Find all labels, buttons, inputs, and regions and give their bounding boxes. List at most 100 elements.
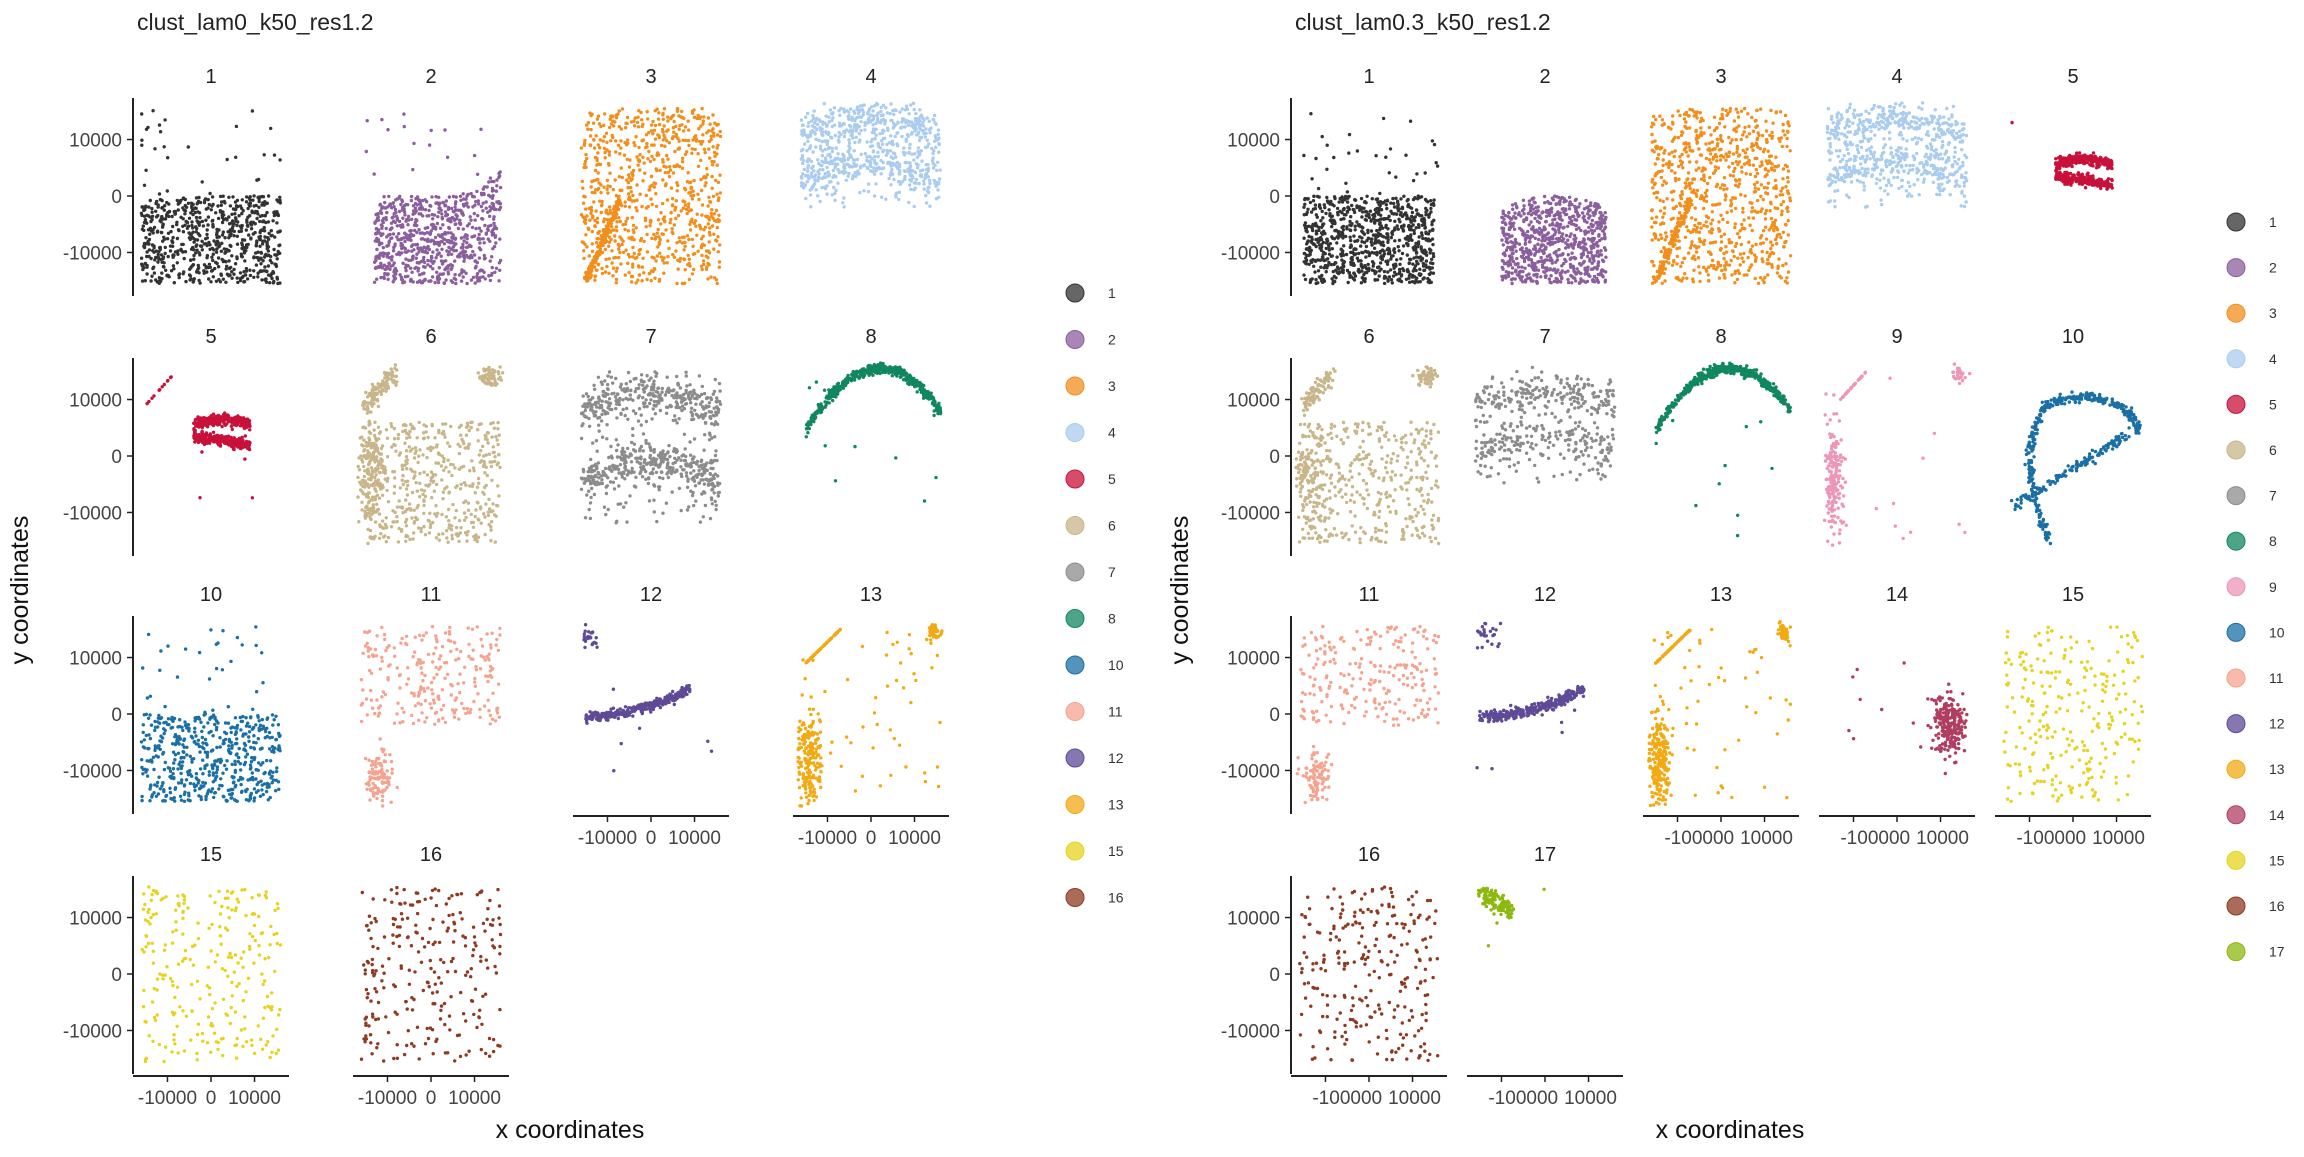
data-point bbox=[224, 281, 227, 284]
data-point bbox=[393, 476, 396, 479]
data-point bbox=[617, 216, 620, 219]
data-point bbox=[930, 147, 933, 150]
data-point bbox=[169, 249, 172, 252]
data-point bbox=[718, 174, 721, 177]
data-point bbox=[853, 141, 856, 144]
data-point bbox=[936, 161, 939, 164]
data-point bbox=[145, 128, 148, 131]
data-point bbox=[452, 245, 455, 248]
data-point bbox=[405, 436, 408, 439]
data-point bbox=[241, 238, 244, 241]
data-point bbox=[208, 192, 211, 195]
data-point bbox=[862, 189, 865, 192]
data-point bbox=[681, 157, 684, 160]
data-point bbox=[170, 375, 173, 378]
data-point bbox=[938, 177, 941, 180]
data-point bbox=[450, 266, 453, 269]
data-point bbox=[182, 230, 185, 233]
data-point bbox=[220, 242, 223, 245]
data-point bbox=[497, 494, 500, 497]
data-point bbox=[198, 221, 201, 224]
data-point bbox=[624, 205, 627, 208]
data-point bbox=[831, 111, 834, 114]
data-point bbox=[403, 213, 406, 216]
data-point bbox=[153, 147, 156, 150]
data-point bbox=[640, 279, 643, 282]
data-point bbox=[848, 130, 851, 133]
data-point bbox=[581, 405, 584, 408]
data-point bbox=[600, 478, 603, 481]
data-point bbox=[278, 196, 281, 199]
facet-label: 1 bbox=[205, 66, 216, 88]
data-point bbox=[631, 194, 634, 197]
data-point bbox=[263, 235, 266, 238]
data-point bbox=[386, 437, 389, 440]
data-point bbox=[382, 471, 385, 474]
data-point bbox=[681, 167, 684, 170]
data-point bbox=[826, 139, 829, 142]
data-point bbox=[411, 537, 414, 540]
data-point bbox=[823, 102, 826, 105]
data-point bbox=[468, 484, 471, 487]
data-point bbox=[873, 194, 876, 197]
data-point bbox=[879, 159, 882, 162]
data-point bbox=[917, 182, 920, 185]
data-point bbox=[438, 206, 441, 209]
facet-panel-3: 3 bbox=[580, 66, 723, 285]
data-point bbox=[915, 133, 918, 136]
data-point bbox=[206, 417, 209, 420]
data-point bbox=[221, 233, 224, 236]
data-point bbox=[406, 480, 409, 483]
data-point bbox=[715, 193, 718, 196]
data-point bbox=[624, 220, 627, 223]
data-point bbox=[459, 195, 462, 198]
data-point bbox=[205, 233, 208, 236]
data-point bbox=[662, 118, 665, 121]
data-point bbox=[146, 240, 149, 243]
data-point bbox=[234, 420, 237, 423]
data-point bbox=[630, 280, 633, 283]
data-point bbox=[210, 204, 213, 207]
data-point bbox=[166, 189, 169, 192]
data-point bbox=[889, 102, 892, 105]
data-point bbox=[156, 260, 159, 263]
data-point bbox=[718, 243, 721, 246]
data-point bbox=[839, 159, 842, 162]
data-point bbox=[883, 137, 886, 140]
data-point bbox=[470, 513, 473, 516]
data-point bbox=[229, 441, 232, 444]
data-point bbox=[700, 213, 703, 216]
data-point bbox=[662, 124, 665, 127]
data-point bbox=[165, 274, 168, 277]
data-point bbox=[719, 130, 722, 133]
data-point bbox=[476, 276, 479, 279]
data-point bbox=[364, 426, 367, 429]
data-point bbox=[195, 243, 198, 246]
data-point bbox=[251, 109, 254, 112]
data-point bbox=[583, 218, 586, 221]
data-point bbox=[689, 401, 692, 404]
data-point bbox=[389, 264, 392, 267]
data-point bbox=[498, 269, 501, 272]
data-point bbox=[149, 199, 152, 202]
data-point bbox=[473, 253, 476, 256]
data-point bbox=[409, 468, 412, 471]
data-point bbox=[440, 464, 443, 467]
data-point bbox=[594, 209, 597, 212]
data-point bbox=[379, 457, 382, 460]
data-point bbox=[362, 401, 365, 404]
data-point bbox=[399, 486, 402, 489]
data-point bbox=[184, 280, 187, 283]
data-point bbox=[207, 277, 210, 280]
data-point bbox=[602, 186, 605, 189]
data-point bbox=[245, 200, 248, 203]
data-point bbox=[426, 436, 429, 439]
data-point bbox=[413, 509, 416, 512]
data-point bbox=[847, 164, 850, 167]
data-point bbox=[422, 525, 425, 528]
data-point bbox=[359, 454, 362, 457]
data-point bbox=[813, 179, 816, 182]
data-point bbox=[454, 237, 457, 240]
data-point bbox=[916, 156, 919, 159]
data-point bbox=[609, 139, 612, 142]
